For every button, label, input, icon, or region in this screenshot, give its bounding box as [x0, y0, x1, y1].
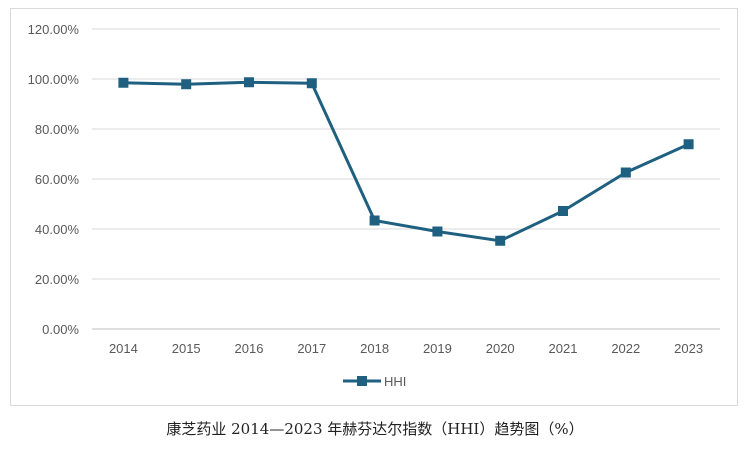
- line-chart: 0.00% 20.00% 40.00% 60.00% 80.00% 100.00% 120.…: [28, 22, 720, 389]
- data-point-marker: [495, 235, 506, 246]
- y-tick-label: 40.00%: [35, 222, 80, 237]
- x-tick-label: 2016: [235, 341, 264, 356]
- x-tick-label: 2019: [423, 341, 452, 356]
- x-tick-label: 2014: [109, 341, 138, 356]
- series-hhi: [118, 77, 694, 246]
- x-tick-label: 2021: [549, 341, 578, 356]
- legend-marker-swatch: [357, 376, 367, 386]
- x-axis-tick-labels: 2014 2015 2016 2017 2018 2019 2020 2021 2022 2023: [109, 341, 703, 356]
- y-tick-label: 100.00%: [28, 72, 80, 87]
- y-tick-label: 0.00%: [42, 322, 79, 337]
- data-point-marker: [244, 77, 254, 88]
- data-point-marker: [181, 79, 192, 90]
- data-point-marker: [118, 77, 129, 88]
- data-point-marker: [306, 78, 317, 89]
- series-line-hhi: [123, 80, 690, 243]
- y-axis-tick-labels: 0.00% 20.00% 40.00% 60.00% 80.00% 100.00% 120.…: [28, 22, 80, 337]
- y-tick-label: 60.00%: [35, 172, 80, 187]
- data-point-marker: [683, 139, 694, 150]
- y-tick-label: 20.00%: [35, 272, 80, 287]
- data-point-marker: [432, 226, 443, 237]
- gridlines: [92, 28, 720, 330]
- x-tick-label: 2015: [172, 341, 201, 356]
- legend-label-hhi: HHI: [384, 374, 406, 389]
- data-point-marker: [369, 215, 380, 226]
- x-tick-label: 2022: [611, 341, 640, 356]
- y-tick-label: 120.00%: [28, 22, 80, 37]
- x-tick-label: 2017: [297, 341, 326, 356]
- data-point-marker: [620, 167, 631, 178]
- chart-frame: [10, 8, 738, 406]
- x-tick-label: 2018: [360, 341, 389, 356]
- legend: HHI: [343, 374, 406, 389]
- data-point-marker: [558, 206, 568, 216]
- chart-caption: 康芝药业 2014—2023 年赫芬达尔指数（HHI）趋势图（%）: [166, 420, 584, 438]
- x-tick-label: 2023: [674, 341, 703, 356]
- x-tick-label: 2020: [486, 341, 515, 356]
- y-tick-label: 80.00%: [35, 122, 80, 137]
